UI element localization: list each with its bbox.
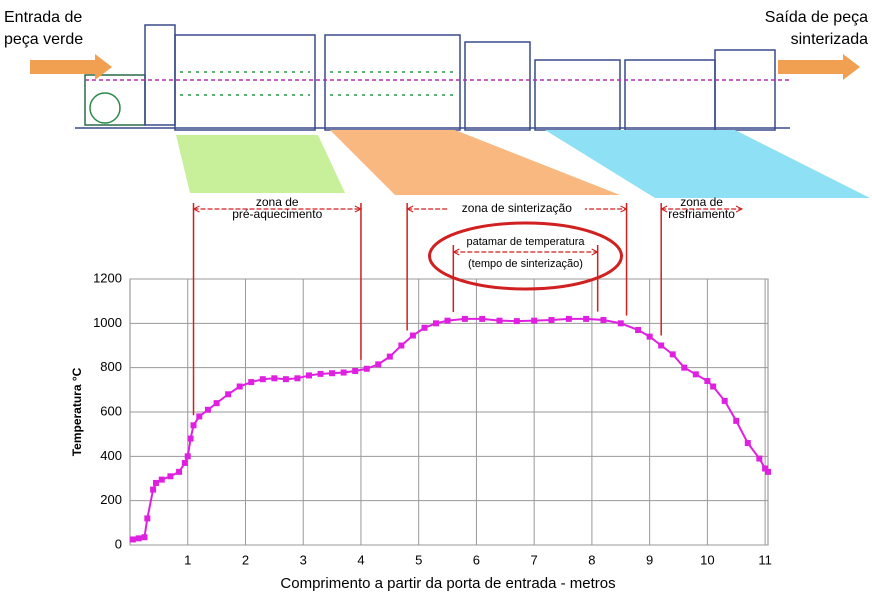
- data-point: [196, 413, 202, 419]
- data-point: [462, 316, 468, 322]
- data-point: [144, 515, 150, 521]
- x-tick-label: 1: [184, 552, 191, 567]
- entry-label: Entrada de: [4, 9, 82, 26]
- x-tick-label: 10: [700, 552, 714, 567]
- data-point: [185, 453, 191, 459]
- data-point: [387, 354, 393, 360]
- data-point: [681, 365, 687, 371]
- entry-arrow: [30, 54, 112, 80]
- y-tick-label: 400: [100, 448, 122, 463]
- data-point: [618, 320, 624, 326]
- y-tick-label: 800: [100, 359, 122, 374]
- data-point: [375, 361, 381, 367]
- x-tick-label: 5: [415, 552, 422, 567]
- x-tick-label: 6: [473, 552, 480, 567]
- data-point: [548, 317, 554, 323]
- furnace-diagram: [75, 25, 790, 130]
- data-point: [710, 384, 716, 390]
- data-point: [167, 473, 173, 479]
- data-point: [136, 535, 142, 541]
- y-tick-label: 0: [115, 536, 122, 551]
- data-point: [733, 418, 739, 424]
- data-point: [130, 536, 136, 542]
- data-point: [188, 436, 194, 442]
- data-point: [191, 422, 197, 428]
- x-tick-label: 2: [242, 552, 249, 567]
- entry-label: peça verde: [4, 31, 83, 48]
- y-tick-label: 1000: [93, 315, 122, 330]
- exit-label: Saída de peça: [765, 9, 868, 26]
- data-point: [479, 316, 485, 322]
- page: Entrada de peça verde Saída de peça sint…: [0, 0, 872, 594]
- y-axis-label: Temperatura °C: [70, 367, 84, 456]
- data-point: [248, 379, 254, 385]
- data-point: [531, 318, 537, 324]
- data-point: [722, 398, 728, 404]
- data-point: [756, 456, 762, 462]
- data-point: [176, 469, 182, 475]
- y-tick-label: 600: [100, 403, 122, 418]
- y-tick-label: 200: [100, 492, 122, 507]
- data-point: [566, 316, 572, 322]
- zone-label: zona de sinterização: [462, 201, 572, 215]
- data-point: [329, 370, 335, 376]
- data-point: [745, 440, 751, 446]
- data-point: [410, 333, 416, 339]
- data-point: [205, 407, 211, 413]
- data-point: [433, 320, 439, 326]
- data-point: [306, 372, 312, 378]
- data-point: [635, 327, 641, 333]
- data-point: [765, 469, 771, 475]
- data-point: [421, 325, 427, 331]
- data-point: [214, 400, 220, 406]
- data-point: [352, 368, 358, 374]
- x-tick-label: 11: [758, 552, 772, 567]
- x-tick-label: 7: [531, 552, 538, 567]
- data-point: [150, 487, 156, 493]
- x-tick-label: 4: [357, 552, 364, 567]
- data-point: [260, 376, 266, 382]
- data-point: [658, 343, 664, 349]
- data-point: [159, 477, 165, 483]
- plateau-label: patamar de temperatura: [466, 236, 585, 248]
- data-point: [670, 351, 676, 357]
- data-point: [647, 334, 653, 340]
- data-point: [294, 375, 300, 381]
- data-point: [153, 480, 159, 486]
- data-point: [364, 366, 370, 372]
- x-axis-label: Comprimento a partir da porta de entrada…: [280, 575, 615, 592]
- data-point: [600, 317, 606, 323]
- data-point: [693, 371, 699, 377]
- zone-label: resfriamento: [668, 207, 735, 221]
- x-tick-label: 8: [588, 552, 595, 567]
- data-point: [398, 343, 404, 349]
- exit-arrow: [778, 54, 860, 80]
- data-point: [283, 376, 289, 382]
- exit-label: sinterizada: [791, 31, 868, 48]
- x-tick-label: 3: [300, 552, 307, 567]
- zone-label: pré-aquecimento: [232, 207, 322, 221]
- data-point: [583, 316, 589, 322]
- x-tick-label: 9: [646, 552, 653, 567]
- plateau-label: (tempo de sinterização): [468, 258, 583, 270]
- data-point: [237, 384, 243, 390]
- y-tick-label: 1200: [93, 270, 122, 285]
- data-point: [514, 318, 520, 324]
- data-point: [182, 460, 188, 466]
- data-point: [141, 534, 147, 540]
- data-point: [341, 370, 347, 376]
- data-point: [445, 318, 451, 324]
- data-point: [704, 378, 710, 384]
- preheat-band: [176, 135, 345, 193]
- data-point: [318, 371, 324, 377]
- data-point: [271, 375, 277, 381]
- data-point: [225, 391, 231, 397]
- data-point: [497, 318, 503, 324]
